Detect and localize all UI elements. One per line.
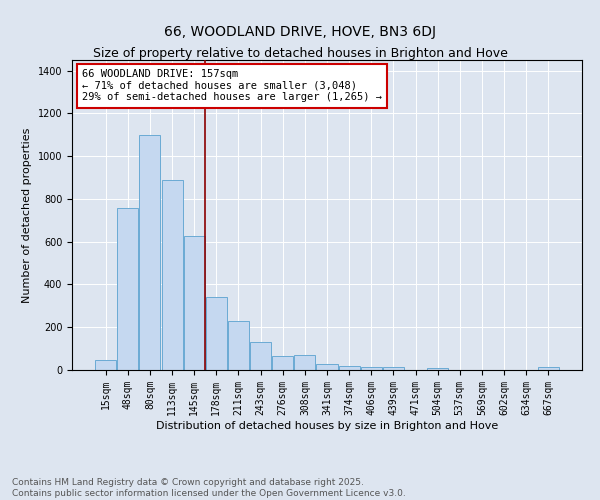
Bar (228, 322, 249, 370)
Text: 66 WOODLAND DRIVE: 157sqm
← 71% of detached houses are smaller (3,048)
29% of se: 66 WOODLAND DRIVE: 157sqm ← 71% of detac… (82, 70, 382, 102)
Y-axis label: Number of detached properties: Number of detached properties (22, 128, 32, 302)
Bar (161, 180, 182, 370)
Bar (316, 364, 338, 370)
Bar (383, 368, 404, 370)
X-axis label: Distribution of detached houses by size in Brighton and Hove: Distribution of detached houses by size … (156, 420, 498, 430)
Bar (295, 356, 316, 370)
Bar (139, 135, 160, 370)
Bar (538, 368, 559, 370)
Text: Contains HM Land Registry data © Crown copyright and database right 2025.
Contai: Contains HM Land Registry data © Crown c… (12, 478, 406, 498)
Bar (118, 208, 139, 370)
Text: 66, WOODLAND DRIVE, HOVE, BN3 6DJ: 66, WOODLAND DRIVE, HOVE, BN3 6DJ (164, 25, 436, 39)
Bar (427, 368, 448, 370)
Bar (272, 356, 293, 370)
Bar (361, 367, 382, 370)
Bar (206, 298, 227, 370)
Text: Size of property relative to detached houses in Brighton and Hove: Size of property relative to detached ho… (92, 48, 508, 60)
Bar (184, 236, 205, 370)
Bar (95, 360, 116, 370)
Bar (250, 342, 271, 370)
Bar (338, 366, 359, 370)
